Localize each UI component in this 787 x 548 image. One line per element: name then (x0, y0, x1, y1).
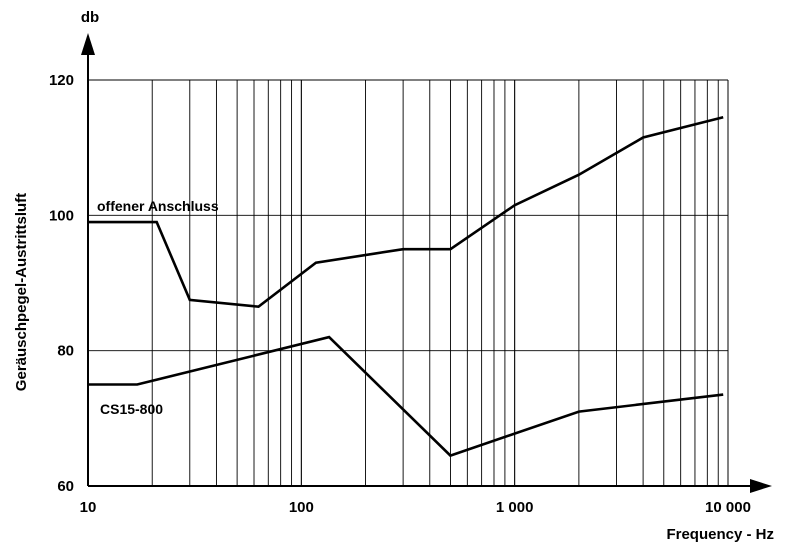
labels: offener Anschluss CS15-800 (97, 198, 219, 417)
axes: 10 100 1 000 10 000 60 80 100 120 (49, 33, 772, 516)
y-tick-label: 80 (57, 343, 74, 360)
y-unit-label: db (81, 9, 99, 26)
x-axis-title: Frequency - Hz (666, 526, 774, 543)
series-line-1 (88, 335, 724, 458)
y-tick-label: 100 (49, 207, 74, 224)
series-line-0 (88, 115, 724, 309)
y-tick-label: 60 (57, 478, 74, 495)
x-axis-arrow (750, 479, 772, 493)
y-axis-title: Geräuschpegel-Austrittsluft (13, 193, 30, 391)
x-tick-label: 1 000 (496, 499, 534, 516)
grid (88, 79, 729, 486)
series (88, 115, 724, 458)
y-axis-arrow (81, 33, 95, 55)
x-tick-label: 10 (80, 499, 97, 516)
y-tick-label: 120 (49, 72, 74, 89)
x-tick-label: 100 (289, 499, 314, 516)
x-tick-label: 10 000 (705, 499, 751, 516)
series-label-0: offener Anschluss (97, 198, 219, 214)
series-label-1: CS15-800 (100, 401, 163, 417)
